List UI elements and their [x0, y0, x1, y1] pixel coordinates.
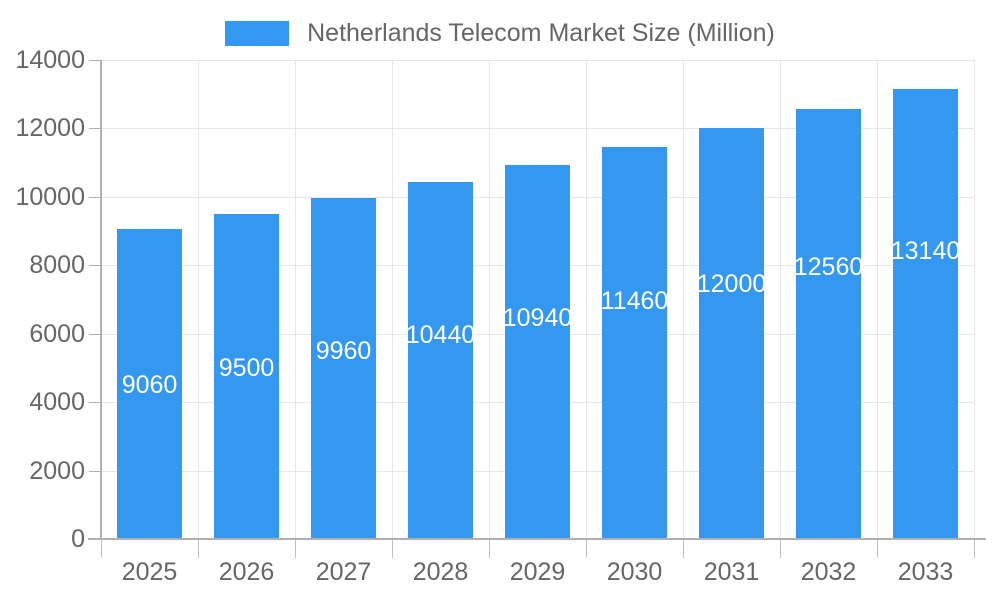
bar-value-label: 12560: [793, 253, 864, 281]
gridline-vertical: [683, 60, 684, 539]
x-axis-tick: [101, 540, 102, 558]
x-axis-tick: [877, 540, 878, 558]
bar[interactable]: [893, 89, 958, 539]
y-axis-tick: [89, 265, 101, 267]
gridline-vertical: [392, 60, 393, 539]
x-axis-tick-label: 2029: [509, 558, 566, 586]
x-axis-tick: [683, 540, 684, 558]
bar-value-label: 10940: [502, 304, 573, 332]
x-axis-tick: [295, 540, 296, 558]
bar-value-label: 11460: [600, 287, 669, 315]
gridline-vertical: [780, 60, 781, 539]
bar[interactable]: [796, 109, 861, 539]
y-axis-tick: [89, 539, 101, 540]
x-axis-tick: [586, 540, 587, 558]
x-axis-line: [88, 538, 986, 540]
bar-value-label: 9060: [121, 371, 178, 399]
y-axis-tick-label: 4000: [29, 388, 85, 417]
y-axis-tick: [89, 470, 101, 472]
y-axis-tick: [89, 60, 101, 61]
gridline-vertical: [877, 60, 878, 539]
y-axis-tick-label: 6000: [29, 319, 85, 348]
y-axis-tick-label: 10000: [15, 182, 85, 211]
bar-value-label: 9960: [315, 337, 372, 365]
gridline-horizontal: [101, 60, 974, 61]
gridline-vertical: [586, 60, 587, 539]
bar-value-label: 9500: [218, 354, 275, 382]
x-axis-tick: [489, 540, 490, 558]
x-axis-tick-label: 2026: [218, 558, 275, 586]
x-axis-tick-label: 2028: [412, 558, 469, 586]
y-axis-tick-label: 8000: [29, 251, 85, 280]
bar[interactable]: [214, 213, 279, 539]
y-axis-tick: [89, 402, 101, 404]
y-axis-tick: [89, 128, 101, 130]
y-axis-tick-label: 0: [71, 525, 85, 553]
x-axis-tick: [780, 540, 781, 558]
x-axis-tick: [392, 540, 393, 558]
y-axis-tick: [89, 196, 101, 198]
bar-value-label: 10440: [405, 321, 476, 349]
y-axis-tick-label: 12000: [15, 114, 85, 143]
legend-color-swatch: [225, 20, 290, 46]
gridline-vertical: [489, 60, 490, 539]
x-axis-tick-label: 2032: [800, 558, 857, 586]
plot-area: 9060 9500 9960 10440 10940 11460 12000 12560 131…: [101, 60, 975, 540]
bar[interactable]: [117, 229, 182, 539]
bar[interactable]: [311, 198, 376, 539]
gridline-vertical: [295, 60, 296, 539]
gridline-horizontal: [101, 128, 974, 130]
legend-item-netherlands-telecom-market-size[interactable]: Netherlands Telecom Market Size (Million…: [225, 18, 775, 47]
x-axis-tick-label: 2030: [606, 558, 663, 586]
y-axis-tick-label: 2000: [29, 456, 85, 485]
bar-value-label: 12000: [696, 270, 767, 298]
bar-value-label: 13140: [890, 237, 961, 265]
y-axis-tick-labels: 0 2000 4000 6000 8000 10000 12000 14000: [0, 0, 85, 600]
bar[interactable]: [602, 146, 667, 539]
y-axis-line: [100, 60, 102, 540]
chart-legend: Netherlands Telecom Market Size (Million…: [0, 18, 1000, 48]
y-axis-tick-label: 14000: [15, 46, 85, 74]
y-axis-tick: [89, 333, 101, 335]
bar[interactable]: [408, 181, 473, 539]
x-axis-tick: [974, 540, 975, 558]
x-axis-tick-label: 2027: [315, 558, 372, 586]
x-axis-tick-label: 2025: [121, 558, 178, 586]
x-axis-tick: [198, 540, 199, 558]
legend-item-label: Netherlands Telecom Market Size (Million…: [307, 18, 775, 47]
bar[interactable]: [699, 128, 764, 539]
x-axis-tick-label: 2033: [897, 558, 954, 586]
gridline-vertical: [974, 60, 975, 539]
x-axis-tick-label: 2031: [703, 558, 760, 586]
bar[interactable]: [505, 164, 570, 539]
gridline-vertical: [198, 60, 199, 539]
